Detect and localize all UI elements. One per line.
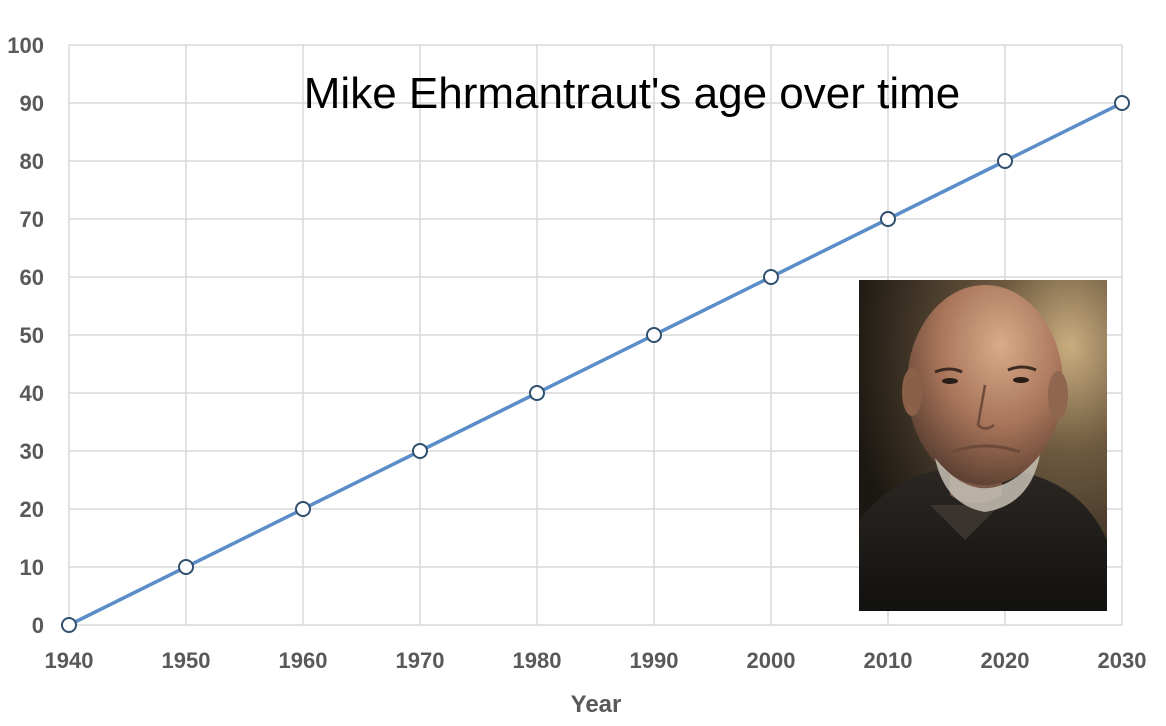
data-point bbox=[529, 385, 545, 401]
x-tick-label: 2000 bbox=[747, 648, 796, 673]
series-line-0 bbox=[68, 101, 1123, 627]
y-tick-label: 0 bbox=[32, 613, 44, 638]
x-tick-label: 1940 bbox=[45, 648, 94, 673]
x-tick-label: 1950 bbox=[162, 648, 211, 673]
data-point bbox=[763, 269, 779, 285]
series-line bbox=[68, 101, 1123, 627]
y-tick-label: 50 bbox=[20, 323, 44, 348]
data-point bbox=[1114, 95, 1130, 111]
y-tick-label: 70 bbox=[20, 207, 44, 232]
x-tick-label: 1990 bbox=[630, 648, 679, 673]
data-point bbox=[61, 617, 77, 633]
portrait-photo bbox=[859, 280, 1107, 611]
y-tick-label: 90 bbox=[20, 91, 44, 116]
y-tick-label: 80 bbox=[20, 149, 44, 174]
x-tick-label: 2030 bbox=[1098, 648, 1147, 673]
data-point bbox=[295, 501, 311, 517]
data-point bbox=[412, 443, 428, 459]
y-tick-label: 40 bbox=[20, 381, 44, 406]
y-tick-label: 30 bbox=[20, 439, 44, 464]
gridlines bbox=[68, 44, 1123, 626]
data-point bbox=[880, 211, 896, 227]
y-tick-label: 60 bbox=[20, 265, 44, 290]
data-point bbox=[178, 559, 194, 575]
chart-title: Mike Ehrmantraut's age over time bbox=[304, 69, 960, 118]
x-tick-label: 2010 bbox=[864, 648, 913, 673]
x-tick-label: 1970 bbox=[396, 648, 445, 673]
x-tick-label: 1960 bbox=[279, 648, 328, 673]
y-tick-label: 100 bbox=[7, 33, 44, 58]
x-tick-label: 2020 bbox=[981, 648, 1030, 673]
x-axis-ticks: 1940 1950 1960 1970 1980 1990 2000 2010 2020 2030 bbox=[45, 648, 1147, 673]
data-point bbox=[997, 153, 1013, 169]
y-axis-ticks: 0 10 20 30 40 50 60 70 80 90 100 bbox=[7, 33, 44, 638]
data-point bbox=[646, 327, 662, 343]
x-tick-label: 1980 bbox=[513, 648, 562, 673]
y-tick-label: 10 bbox=[20, 555, 44, 580]
series-points bbox=[61, 95, 1130, 633]
y-tick-label: 20 bbox=[20, 497, 44, 522]
x-axis-title: Year bbox=[571, 691, 622, 718]
